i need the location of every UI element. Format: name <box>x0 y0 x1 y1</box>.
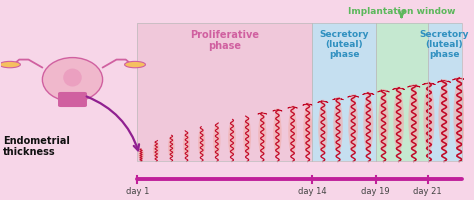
Ellipse shape <box>454 81 465 151</box>
Text: day 19: day 19 <box>361 186 390 195</box>
Ellipse shape <box>290 106 296 111</box>
Ellipse shape <box>198 128 205 157</box>
Ellipse shape <box>378 93 389 153</box>
Ellipse shape <box>259 112 265 117</box>
Ellipse shape <box>425 82 433 87</box>
Text: day 1: day 1 <box>126 186 149 195</box>
Ellipse shape <box>303 106 312 154</box>
FancyBboxPatch shape <box>376 24 428 162</box>
Text: day 21: day 21 <box>413 186 442 195</box>
Ellipse shape <box>365 92 372 97</box>
Ellipse shape <box>455 77 463 82</box>
Text: Implantation window: Implantation window <box>348 7 456 16</box>
Ellipse shape <box>410 84 418 89</box>
Ellipse shape <box>213 124 220 157</box>
Ellipse shape <box>168 136 174 158</box>
Ellipse shape <box>138 149 144 160</box>
FancyBboxPatch shape <box>137 24 312 162</box>
Text: Secretory
(luteal)
phase: Secretory (luteal) phase <box>420 29 469 59</box>
Ellipse shape <box>350 95 356 100</box>
Text: Endometrial
thickness: Endometrial thickness <box>3 135 70 156</box>
Text: day 14: day 14 <box>298 186 327 195</box>
Ellipse shape <box>319 100 326 105</box>
Ellipse shape <box>380 89 387 94</box>
Text: Secretory
(luteal)
phase: Secretory (luteal) phase <box>319 29 369 59</box>
Text: Proliferative
phase: Proliferative phase <box>191 29 259 51</box>
FancyBboxPatch shape <box>312 24 462 162</box>
Ellipse shape <box>364 95 374 153</box>
Ellipse shape <box>438 83 450 152</box>
Ellipse shape <box>318 103 328 154</box>
Ellipse shape <box>243 118 251 156</box>
Ellipse shape <box>288 109 297 155</box>
Ellipse shape <box>274 109 280 114</box>
Ellipse shape <box>258 115 266 156</box>
Ellipse shape <box>42 58 102 102</box>
Ellipse shape <box>440 80 448 85</box>
Ellipse shape <box>183 132 190 158</box>
Ellipse shape <box>63 69 82 87</box>
Ellipse shape <box>333 100 343 154</box>
Ellipse shape <box>0 62 20 68</box>
Ellipse shape <box>335 97 341 102</box>
Ellipse shape <box>395 87 402 92</box>
Ellipse shape <box>393 90 404 152</box>
FancyBboxPatch shape <box>59 93 86 107</box>
Ellipse shape <box>125 62 146 68</box>
Ellipse shape <box>423 85 435 152</box>
Ellipse shape <box>305 103 311 108</box>
Ellipse shape <box>153 141 159 159</box>
Ellipse shape <box>228 121 236 156</box>
Ellipse shape <box>273 112 282 155</box>
Ellipse shape <box>409 88 419 152</box>
Ellipse shape <box>348 98 358 153</box>
